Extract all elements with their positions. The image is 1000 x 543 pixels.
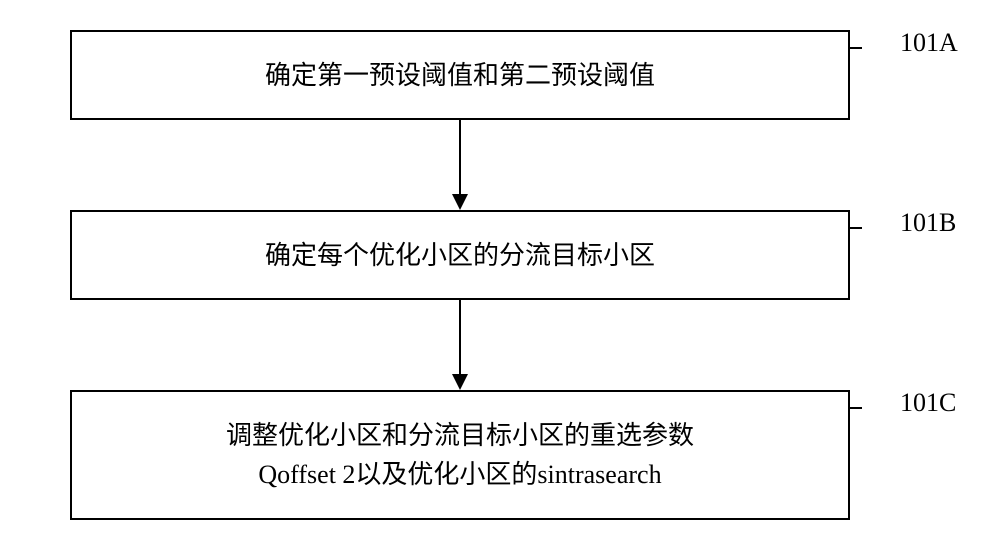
tick-1 [850,47,862,49]
node-3-label: 101C [900,388,956,418]
node-3-text-wrapper: 调整优化小区和分流目标小区的重选参数 Qoffset 2以及优化小区的sintr… [206,416,714,494]
arrow-1-head [452,194,468,210]
tick-3 [850,407,862,409]
tick-2 [850,227,862,229]
node-3-text-line2: Qoffset 2以及优化小区的sintrasearch [226,455,694,494]
flowchart-node-1: 确定第一预设阈值和第二预设阈值 [70,30,850,120]
arrow-2-line [459,300,461,374]
flowchart-node-2: 确定每个优化小区的分流目标小区 [70,210,850,300]
arrow-2-head [452,374,468,390]
arrow-1-line [459,120,461,194]
flowchart-node-3: 调整优化小区和分流目标小区的重选参数 Qoffset 2以及优化小区的sintr… [70,390,850,520]
node-1-text: 确定第一预设阈值和第二预设阈值 [245,56,675,95]
node-1-label: 101A [900,28,958,58]
node-3-text-line1: 调整优化小区和分流目标小区的重选参数 [226,416,694,455]
node-2-text: 确定每个优化小区的分流目标小区 [245,236,675,275]
flowchart-container: 确定第一预设阈值和第二预设阈值 101A 确定每个优化小区的分流目标小区 101… [0,0,1000,543]
node-2-label: 101B [900,208,956,238]
